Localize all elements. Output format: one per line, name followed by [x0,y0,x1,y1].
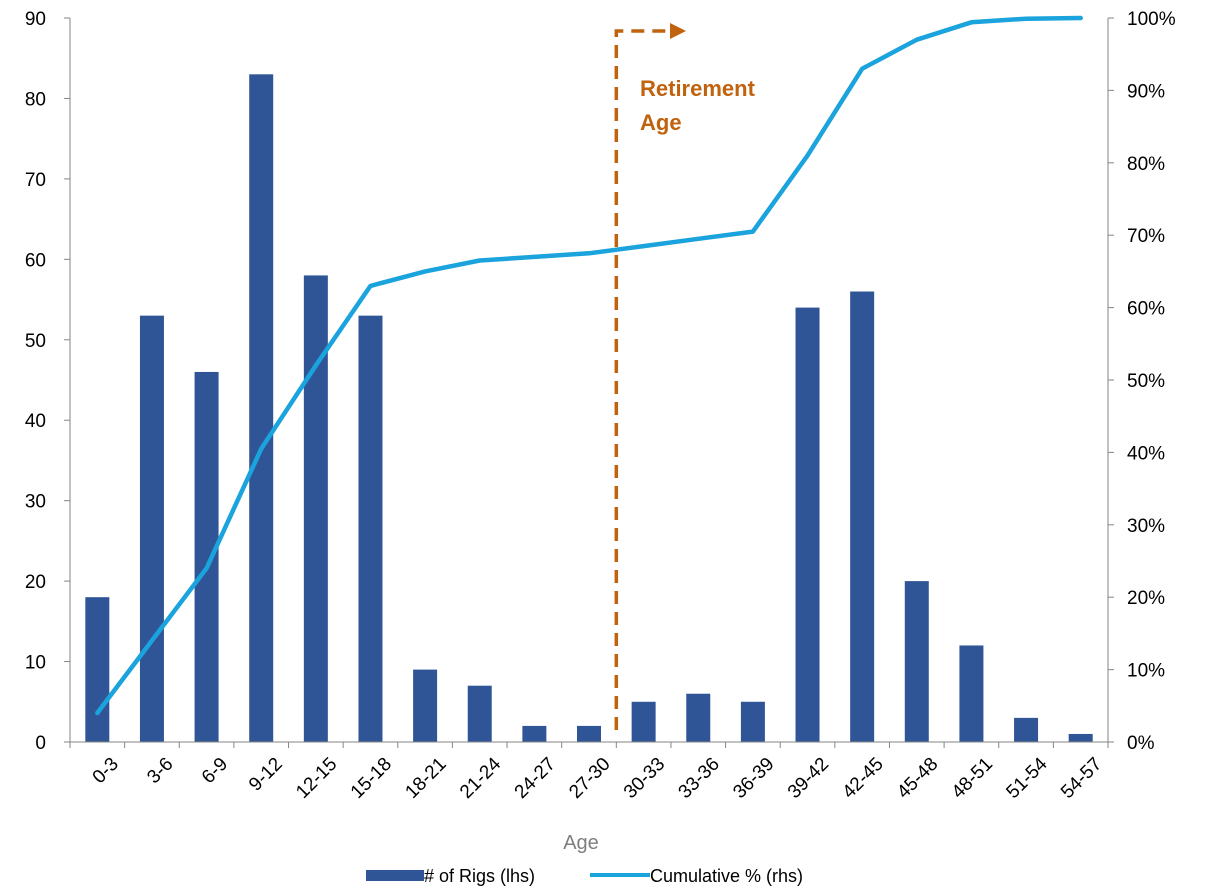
bars-layer [85,74,1093,743]
bar-6-9 [194,371,219,742]
left-tick-label: 80 [25,89,46,110]
bar-51-54 [1014,717,1039,742]
bar-36-39 [740,701,765,742]
x-tick-label: 45-48 [893,754,942,803]
left-tick-label: 20 [25,572,46,593]
right-axis: 0% 10% 20% 30% 40% 50% 60% 70% 80% 90% 100% [1107,9,1176,754]
x-tick-label: 39-42 [784,754,833,803]
bar-39-42 [795,307,820,742]
retirement-label-line1: Retirement [640,76,756,101]
bar-12-15 [303,275,328,742]
right-tick-label: 80% [1127,154,1165,175]
bar-27-30 [577,725,601,742]
x-tick-label: 42-45 [839,754,888,803]
x-tick-label: 6-9 [198,754,232,788]
bar-42-45 [850,291,875,742]
right-tick-label: 10% [1127,661,1165,682]
right-tick-label: 0% [1127,733,1155,754]
left-tick-label: 30 [25,492,46,513]
left-tick-label: 0 [35,733,46,754]
right-tick-label: 50% [1127,371,1165,392]
x-tick-label: 51-54 [1002,753,1052,803]
x-tick-label: 33-36 [675,754,724,803]
x-tick-label: 54-57 [1057,754,1106,803]
bar-3-6 [139,315,164,742]
x-tick-label: 30-33 [620,754,669,803]
retirement-dashed-line [614,29,668,730]
bar-48-51 [959,645,984,742]
x-tick-label: 18-21 [401,754,450,803]
bar-30-33 [631,701,656,742]
x-tick-label: 21-24 [456,753,506,803]
right-tick-label: 70% [1127,226,1165,247]
retirement-label-line2: Age [640,110,682,135]
right-tick-label: 60% [1127,299,1165,320]
x-tick-label: 48-51 [948,754,997,803]
bar-24-27 [522,725,547,742]
x-tick-label: 3-6 [143,754,177,788]
x-tick-label: 15-18 [347,754,396,803]
legend-label-rigs: # of Rigs (lhs) [424,866,535,886]
bar-9-12 [249,74,274,743]
left-tick-label: 70 [25,170,46,191]
legend: # of Rigs (lhs) Cumulative % (rhs) [366,866,803,886]
x-axis: 0-3 3-6 6-9 9-12 12-15 15-18 18-21 21-24 24-27 27… [69,741,1109,803]
left-tick-label: 60 [25,250,46,271]
x-tick-label: 24-27 [511,754,560,803]
x-tick-label: 36-39 [729,754,778,803]
cumulative-line-layer [95,15,1083,716]
x-tick-label: 27-30 [565,754,614,803]
bar-54-57 [1068,733,1093,742]
right-tick-label: 30% [1127,516,1165,537]
x-tick-label: 9-12 [245,754,287,796]
left-tick-label: 10 [25,653,46,674]
retirement-annotation: Retirement Age [614,23,756,730]
x-tick-label: 0-3 [89,754,123,788]
right-tick-label: 100% [1127,9,1176,30]
right-tick-label: 90% [1127,81,1165,102]
left-tick-label: 40 [25,411,46,432]
left-tick-label: 50 [25,331,46,352]
bar-18-21 [413,669,438,742]
cumulative-line [95,15,1083,716]
x-tick-label: 12-15 [292,754,341,803]
bar-45-48 [904,581,929,742]
right-tick-label: 20% [1127,588,1165,609]
bar-21-24 [467,685,492,742]
bar-33-36 [686,693,711,742]
left-tick-label: 90 [25,9,46,30]
left-axis: 0 10 20 30 40 50 60 70 80 90 [25,9,71,754]
right-tick-label: 40% [1127,443,1165,464]
x-axis-title: Age [563,832,599,854]
bar-15-18 [358,315,383,742]
bar-0-3 [85,597,110,742]
legend-label-cumulative: Cumulative % (rhs) [650,866,803,886]
legend-swatch-rigs [366,870,424,881]
retirement-arrow-head [670,23,686,39]
